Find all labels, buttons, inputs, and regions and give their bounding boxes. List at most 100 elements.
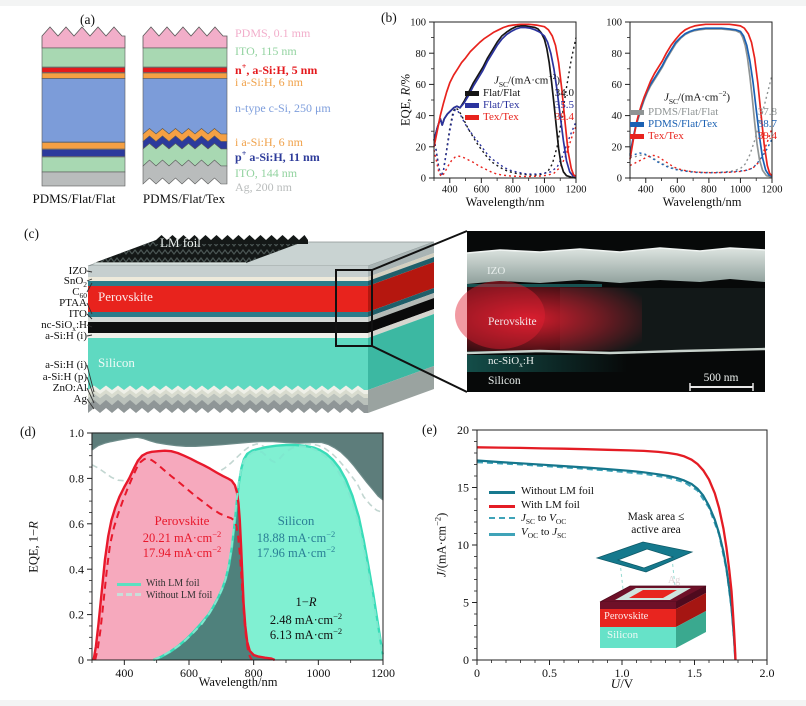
panel-e-label: (e): [422, 422, 437, 437]
e-legend-label-4: VOC to JSC: [521, 526, 567, 541]
y-tick-label: 40: [612, 111, 623, 122]
x-tick-label: 1000: [306, 666, 330, 680]
e-legend-swatch-1: [489, 491, 515, 494]
e-legend-swatch-4: [489, 533, 515, 536]
series-pdms-flat-tex-r: [629, 138, 773, 174]
layer-label-i-asih-bottom: i a-Si:H, 6 nm: [235, 135, 303, 149]
y-tick-label: 60: [612, 80, 623, 91]
series-jv-with-foil: [476, 446, 737, 661]
layer-label-i-asih-top: i a-Si:H, 6 nm: [235, 75, 303, 89]
legend-label: Tex/Tex: [483, 111, 519, 123]
layer-label-n-asih: n+, a-Si:H, 5 nm: [235, 62, 318, 77]
x-tick-label: 1.5: [687, 666, 702, 680]
inset-perovskite-band: [600, 609, 676, 627]
panel-c-label: (c): [24, 226, 39, 241]
x-tick-label: 600: [669, 184, 685, 195]
x-tick-label: 1000: [730, 184, 751, 195]
series-one-minus-r-without-foil: [91, 443, 384, 514]
legend-label: Tex/Tex: [648, 130, 684, 142]
series-silicon-eqe-line: [152, 443, 384, 661]
legend-swatch: [465, 102, 479, 108]
e-legend-label-1: Without LM foil: [521, 485, 594, 497]
y-tick-label: 80: [416, 49, 427, 60]
e-legend-swatch-2: [489, 505, 515, 508]
y-tick-label: 0.2: [69, 608, 84, 622]
y-tick-label: 0: [617, 174, 622, 185]
series-tex-tex-eqe: [629, 23, 773, 177]
d-silicon-jsc-without: 17.96 mA·cm−2: [256, 544, 336, 561]
y-tick-label: 80: [612, 49, 623, 60]
d-silicon-title: Silicon: [277, 513, 315, 528]
e-inset-perovskite-label: Perovskite: [604, 611, 649, 622]
y-tick-label: 0: [78, 653, 84, 667]
c-lm-foil-label: LM foil: [160, 235, 201, 250]
b-right-x-axis-title: Wavelength/nm: [662, 195, 742, 209]
legend-row: Flat/Flat 34.0: [465, 87, 574, 99]
c-label-c60: C60: [72, 286, 87, 301]
e-mask-note-line1: Mask area ≤: [627, 511, 685, 523]
d-perovskite-jsc-with: 20.21 mA·cm−2: [142, 529, 222, 546]
legend-value: 38.7: [757, 118, 777, 130]
sem-scale-label: 500 nm: [703, 372, 739, 384]
y-tick-label: 20: [612, 142, 623, 153]
legend-swatch: [630, 121, 644, 127]
legend-row: Tex/Tex 39.4: [630, 130, 777, 142]
series-jv-without-foil: [476, 459, 737, 661]
page-edge-top: [0, 0, 806, 6]
sem-izo-band: [467, 248, 765, 284]
x-tick-label: 1000: [534, 184, 555, 195]
d-silicon-jsc-with: 18.88 mA·cm−2: [256, 529, 336, 546]
page-edge-bottom: [0, 700, 806, 706]
y-tick-label: 1.0: [69, 426, 84, 440]
x-tick-label: 400: [442, 184, 458, 195]
legend-value: 39.4: [554, 111, 574, 123]
legend-value: 39.4: [757, 130, 777, 142]
e-x-axis-title: U/V: [610, 676, 634, 691]
c-perovskite-label: Perovskite: [98, 289, 153, 304]
sem-ncsiox-label: nc-SiOx:H: [488, 355, 534, 370]
legend-value: 37.8: [757, 106, 777, 118]
c-label-sno2: SnO2: [63, 275, 87, 290]
c-label-znoal: ZnO:Al: [52, 382, 87, 394]
y-tick-label: 100: [606, 18, 622, 29]
series-flat-tex-r: [433, 108, 577, 178]
b-left-legend-header: JSC/(mA·cm−2): [494, 72, 560, 89]
chart-b-left: 400 600 800 1000 1200 0 20 40 60 80 100: [410, 18, 586, 196]
x-tick-label: 400: [638, 184, 654, 195]
series-reflected-region: [91, 432, 384, 501]
legend-swatch: [630, 109, 644, 115]
series-perovskite-eqe-dashed: [94, 457, 253, 661]
x-tick-label: 600: [473, 184, 489, 195]
d-one-minus-r-title: 1−R: [295, 595, 317, 609]
d-y-axis-title: EQE, 1−R: [26, 521, 41, 573]
d-x-axis-title: Wavelength/nm: [198, 675, 278, 689]
y-tick-label: 0: [421, 174, 426, 185]
sem-silicon-label: Silicon: [488, 375, 521, 387]
e-y-axis-title: J/(mA·cm−2): [432, 512, 449, 578]
legend-label: Flat/Tex: [483, 99, 520, 111]
panel-c-graphic: [86, 230, 766, 413]
layer-label-ito-top: ITO, 115 nm: [235, 44, 297, 58]
e-legend-label-3: JSC to VOC: [521, 512, 567, 527]
e-inset-ag-label: Ag: [668, 575, 681, 586]
legend-value: 34.0: [554, 87, 574, 99]
legend-value: 35.5: [554, 99, 574, 111]
panel-a-graphic: [41, 26, 228, 187]
y-tick-label: 0.4: [69, 562, 84, 576]
c-label-ncsiox: nc-SiOx:H: [41, 319, 87, 334]
d-perovskite-title: Perovskite: [154, 513, 210, 528]
c-label-ito: ITO: [68, 308, 87, 320]
layer-label-ag: Ag, 200 nm: [235, 180, 292, 194]
series-silicon-eqe-fill: [153, 445, 383, 660]
legend-swatch: [465, 114, 479, 120]
panel-e-inset-graphic: [595, 541, 707, 648]
d-one-minus-r-v2: 6.13 mA·cm−2: [269, 626, 343, 643]
y-tick-label: 0: [463, 653, 469, 667]
c-silicon-label: Silicon: [98, 355, 135, 370]
x-tick-label: 1200: [566, 184, 587, 195]
series-tex-tex-eqe: [433, 23, 577, 178]
layer-label-pdms: PDMS, 0.1 mm: [235, 26, 311, 40]
e-inset-silicon-label: Silicon: [607, 629, 639, 641]
chart-d: 400 600 800 1000 1200 0 0.2 0.4 0.6 0.8 1.0: [69, 426, 395, 680]
panel-b-label: (b): [381, 10, 397, 25]
